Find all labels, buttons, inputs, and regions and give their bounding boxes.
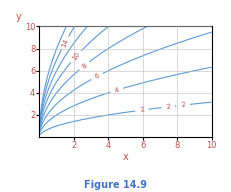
Text: 4: 4: [113, 87, 119, 94]
X-axis label: x: x: [122, 152, 128, 162]
Text: 14: 14: [60, 38, 69, 48]
Text: 2: 2: [139, 107, 144, 113]
Text: 2: 2: [165, 103, 170, 110]
Text: 6: 6: [93, 73, 100, 80]
Text: 2: 2: [180, 102, 185, 108]
Y-axis label: y: y: [16, 12, 21, 22]
Text: 8: 8: [80, 62, 88, 70]
Text: 10: 10: [70, 51, 81, 62]
Text: Figure 14.9: Figure 14.9: [84, 180, 147, 190]
